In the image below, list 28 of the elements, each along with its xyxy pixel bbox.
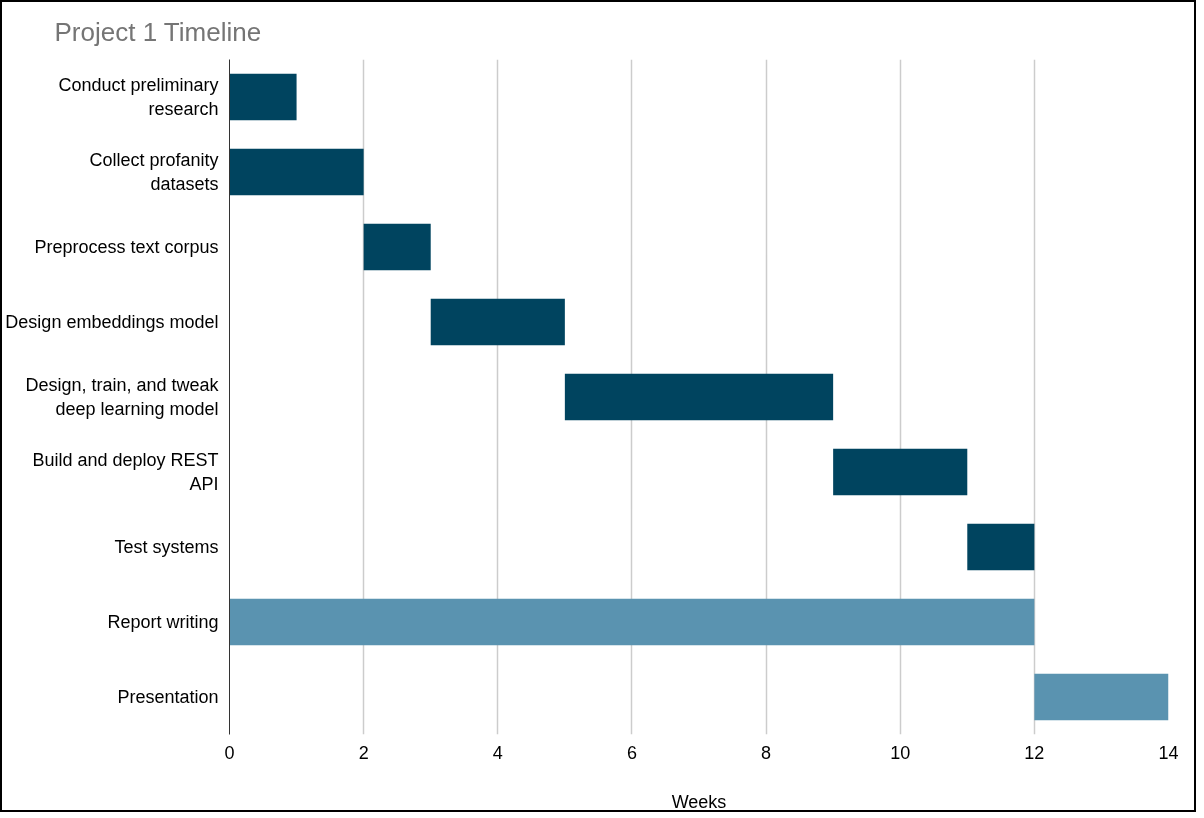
x-tick-label: 10 [890,742,911,763]
bar [833,448,968,496]
x-tick-label: 2 [358,742,369,763]
y-tick-label: Report writing [107,612,219,632]
x-tick-label: 14 [1158,742,1179,763]
bar [229,73,297,121]
x-axis-title: Weeks [671,791,727,812]
x-tick-label: 8 [761,742,772,763]
y-tick-label: Preprocess text corpus [34,237,219,257]
y-tick-label: Conduct preliminary research [58,75,219,119]
bar [229,148,364,196]
bar [363,223,431,271]
y-tick-label: Build and deploy REST API [32,450,219,494]
y-tick-label: Test systems [114,537,219,557]
x-tick-label: 6 [626,742,637,763]
x-tick-label: 4 [492,742,503,763]
y-tick-label: Design, train, and tweak deep learning model [25,375,220,419]
bar [430,298,565,346]
x-tick-label: 0 [224,742,235,763]
x-tick-label: 12 [1024,742,1045,763]
chart-title: Project 1 Timeline [54,17,262,47]
y-tick-label: Design embeddings model [5,312,219,332]
y-tick-label: Collect profanity datasets [89,150,219,194]
y-tick-label: Presentation [117,687,219,707]
bar [967,523,1035,571]
bar [1034,673,1169,721]
bar [564,373,834,421]
bar [229,598,1035,646]
